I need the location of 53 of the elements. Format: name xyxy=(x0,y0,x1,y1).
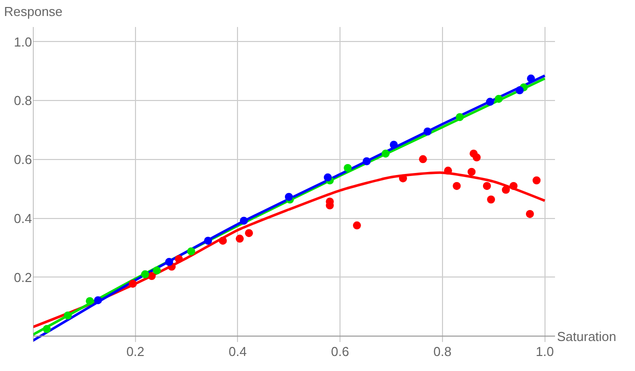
point xyxy=(399,174,408,182)
point xyxy=(344,164,352,172)
point xyxy=(240,216,248,225)
point xyxy=(284,192,293,201)
point xyxy=(244,229,253,238)
point xyxy=(526,74,535,83)
point xyxy=(148,272,156,280)
y-tick-label: 0.6 xyxy=(14,152,32,168)
point xyxy=(494,94,503,103)
point xyxy=(362,157,371,166)
point xyxy=(236,234,244,243)
x-axis-title: Saturation xyxy=(557,329,616,344)
point xyxy=(472,153,481,162)
point xyxy=(152,266,161,274)
point xyxy=(86,297,94,306)
point xyxy=(486,98,494,106)
point xyxy=(42,325,51,334)
point xyxy=(390,140,398,149)
point xyxy=(204,236,212,245)
point xyxy=(418,155,427,164)
point xyxy=(424,128,432,136)
point xyxy=(526,210,534,218)
y-tick-label: 0.4 xyxy=(14,210,32,226)
point xyxy=(487,196,496,204)
point xyxy=(352,221,361,230)
x-tick-label: 0.4 xyxy=(228,344,247,359)
point xyxy=(532,176,541,184)
x-tick-label: 1.0 xyxy=(536,344,554,359)
point xyxy=(141,270,150,278)
point xyxy=(218,236,227,245)
point xyxy=(324,173,332,182)
point xyxy=(452,182,461,190)
point xyxy=(382,150,390,158)
x-tick-label: 0.6 xyxy=(331,344,350,359)
point xyxy=(510,182,518,190)
point xyxy=(128,280,137,288)
point xyxy=(174,254,183,263)
x-tick-label: 0.2 xyxy=(126,344,144,359)
y-tick-label: 0.8 xyxy=(14,93,32,108)
y-tick-label: 1.0 xyxy=(14,34,32,50)
point xyxy=(64,312,72,320)
point xyxy=(94,296,102,304)
point xyxy=(165,258,174,266)
point xyxy=(482,182,491,190)
y-axis-title: Response xyxy=(4,4,63,19)
point xyxy=(187,247,196,256)
point xyxy=(444,166,452,175)
point xyxy=(456,113,464,122)
point xyxy=(468,168,476,176)
y-tick-label: 0.2 xyxy=(14,270,32,285)
point xyxy=(502,186,510,194)
point xyxy=(516,86,524,94)
x-tick-label: 0.8 xyxy=(433,344,452,359)
